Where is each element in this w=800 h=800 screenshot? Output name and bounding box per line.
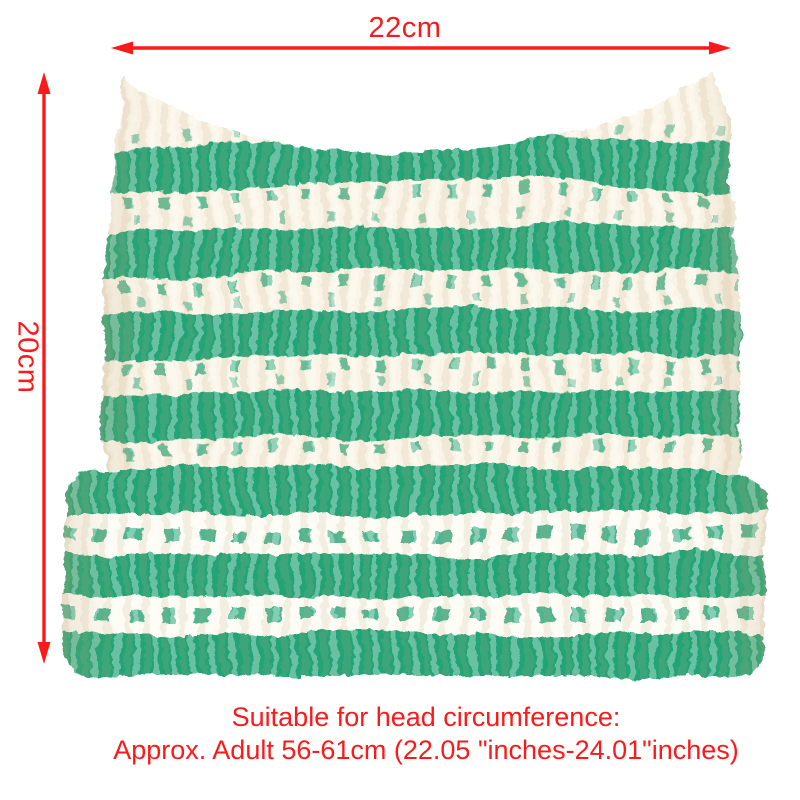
hat-photo xyxy=(63,71,766,676)
width-dimension-label: 22cm xyxy=(368,12,442,44)
width-arrow xyxy=(111,41,731,55)
caption: Suitable for head circumference: Approx.… xyxy=(52,701,800,767)
hat-brim xyxy=(63,468,766,676)
height-dimension-label: 20cm xyxy=(11,320,44,394)
arrowhead-down-icon xyxy=(37,642,51,664)
arrowhead-left-icon xyxy=(111,41,133,55)
hat-body xyxy=(102,71,740,516)
height-arrow xyxy=(37,72,51,664)
arrowhead-up-icon xyxy=(37,72,51,94)
arrowhead-right-icon xyxy=(709,41,731,55)
caption-line-1: Suitable for head circumference: xyxy=(231,702,621,732)
caption-line-2: Approx. Adult 56-61cm (22.05 "inches-24.… xyxy=(113,735,739,765)
